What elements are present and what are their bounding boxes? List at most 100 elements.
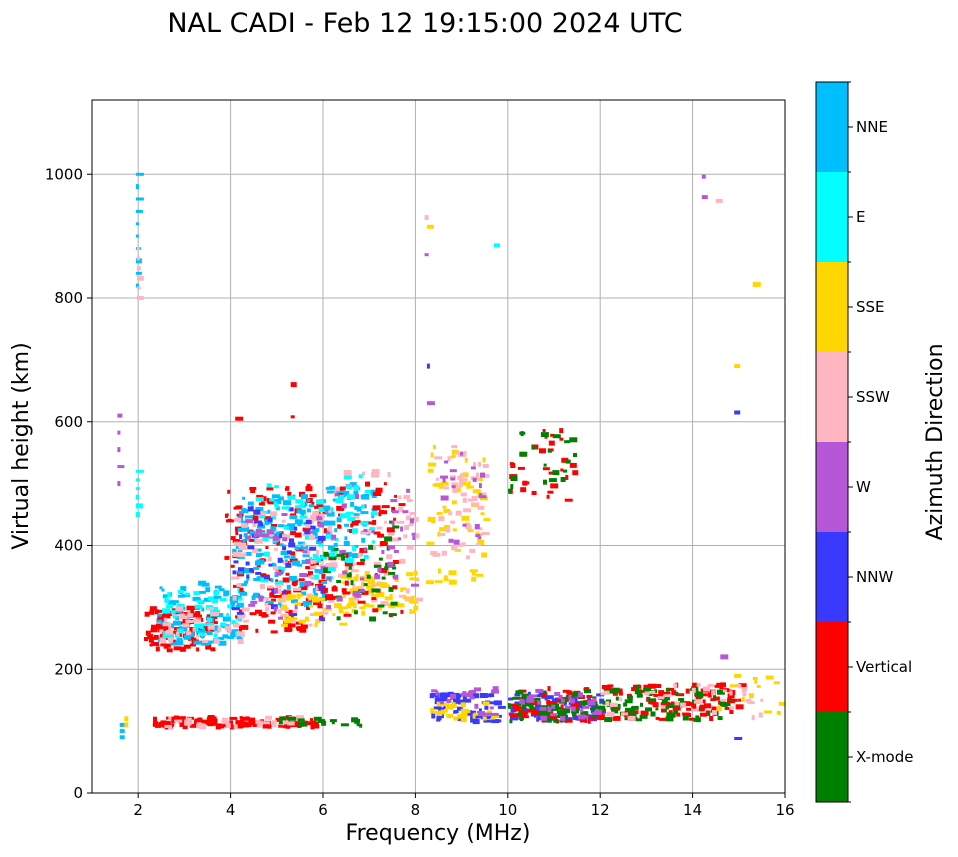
data-point-vertical	[158, 609, 166, 613]
data-point-e	[318, 543, 324, 547]
data-point-vertical	[653, 694, 659, 697]
data-point-w	[478, 536, 482, 540]
data-point-w	[398, 537, 402, 541]
data-point-nne	[242, 520, 248, 525]
data-point-ssw	[600, 692, 606, 696]
data-point-w	[448, 538, 454, 543]
data-point-sse	[734, 364, 741, 369]
data-point-nnw	[431, 713, 436, 719]
data-point-w	[720, 654, 729, 660]
data-point-ssw	[186, 631, 192, 636]
data-point-x-mode	[297, 724, 301, 729]
data-point-w	[550, 713, 557, 717]
data-point-vertical	[337, 524, 341, 528]
data-point-vertical	[235, 530, 239, 536]
data-point-nne	[287, 523, 296, 529]
data-point-sse	[472, 713, 476, 719]
data-point-ssw	[309, 559, 317, 564]
data-point-nne	[170, 600, 179, 604]
data-point-nne	[213, 626, 217, 632]
data-point-ssw	[460, 492, 467, 497]
colorbar-segment-nnw	[816, 532, 848, 622]
data-point-sse	[410, 600, 419, 604]
data-point-nnw	[246, 574, 250, 579]
data-point-nne	[321, 580, 327, 584]
data-point-nne	[370, 489, 378, 493]
data-point-e	[277, 566, 286, 570]
data-point-sse	[776, 710, 781, 715]
data-point-vertical	[225, 513, 229, 517]
data-point-x-mode	[348, 564, 352, 570]
data-point-nne	[299, 509, 306, 515]
data-point-vertical	[398, 503, 406, 507]
data-point-e	[255, 497, 264, 502]
data-point-vertical	[194, 718, 201, 722]
data-point-w	[554, 692, 561, 696]
data-point-w	[453, 539, 460, 545]
data-point-ssw	[182, 623, 190, 628]
data-point-w	[540, 715, 548, 721]
data-point-w	[583, 715, 589, 719]
data-point-w	[560, 715, 566, 721]
data-point-vertical	[704, 703, 711, 709]
data-point-nne	[135, 234, 139, 238]
data-point-ssw	[463, 508, 472, 513]
data-point-ssw	[267, 532, 275, 537]
data-point-ssw	[241, 607, 250, 612]
data-point-vertical	[660, 702, 667, 706]
data-point-ssw	[196, 634, 200, 638]
data-point-vertical	[356, 562, 365, 565]
data-point-nnw	[267, 517, 273, 522]
data-point-x-mode	[392, 525, 400, 529]
data-point-sse	[451, 500, 457, 505]
data-point-ssw	[335, 487, 340, 492]
data-point-nne	[170, 642, 178, 646]
data-point-nne	[159, 586, 163, 590]
data-point-nnw	[233, 560, 239, 564]
data-point-w	[440, 495, 449, 501]
data-point-e	[162, 608, 170, 614]
data-point-vertical	[643, 684, 652, 689]
data-point-sse	[426, 541, 435, 545]
data-point-nnw	[268, 563, 273, 567]
data-point-sse	[764, 710, 773, 714]
data-point-x-mode	[643, 687, 652, 692]
data-point-nnw	[537, 714, 542, 718]
data-point-w	[472, 477, 477, 482]
data-point-nne	[278, 600, 282, 606]
data-point-ssw	[450, 520, 456, 524]
data-point-w	[478, 495, 487, 499]
data-point-ssw	[680, 702, 687, 708]
data-point-vertical	[510, 703, 519, 707]
data-point-nne	[223, 590, 230, 596]
data-point-w	[701, 195, 708, 200]
data-point-w	[446, 698, 452, 703]
data-point-ssw	[288, 618, 296, 623]
data-point-w	[460, 451, 464, 456]
data-point-x-mode	[665, 706, 670, 710]
data-point-e	[305, 535, 313, 540]
colorbar-label: NNW	[856, 568, 893, 586]
data-point-nne	[176, 637, 180, 641]
data-point-sse	[444, 524, 450, 530]
data-point-e	[282, 506, 290, 510]
data-point-vertical	[529, 701, 538, 705]
data-point-ssw	[207, 624, 215, 630]
data-point-x-mode	[510, 484, 514, 490]
data-point-nne	[258, 552, 265, 556]
data-point-nne	[236, 604, 244, 608]
data-point-vertical	[691, 703, 697, 708]
data-point-nne	[218, 640, 227, 646]
data-point-vertical	[224, 555, 230, 560]
data-point-vertical	[372, 608, 379, 613]
data-point-ssw	[319, 563, 324, 568]
data-point-e	[345, 558, 354, 563]
data-point-nnw	[453, 710, 458, 714]
data-point-sse	[434, 580, 443, 584]
data-point-e	[213, 633, 218, 638]
data-point-sse	[427, 468, 434, 473]
data-point-vertical	[591, 717, 596, 721]
data-point-w	[239, 512, 243, 518]
data-point-sse	[452, 528, 457, 532]
data-point-sse	[372, 593, 381, 597]
